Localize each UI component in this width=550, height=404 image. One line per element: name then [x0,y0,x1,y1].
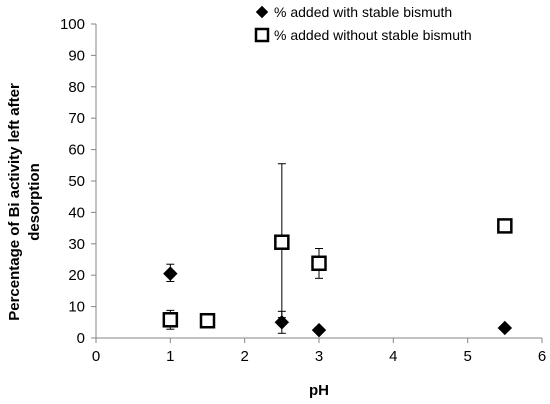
y-tick-label: 10 [68,299,85,316]
data-point-without-stable-bismuth [311,255,327,272]
y-tick-label: 20 [68,267,85,284]
data-point-without-stable-bismuth [199,312,216,329]
error-bars [166,163,509,334]
y-tick-label: 90 [68,47,85,64]
x-tick-label: 4 [389,348,397,365]
y-tick-label: 80 [68,79,85,96]
y-tick-label: 100 [60,16,85,33]
y-tick-label: 50 [68,173,85,190]
legend: % added with stable bismuth % added witho… [254,4,472,43]
data-point-with-stable-bismuth [311,322,327,338]
legend-label: % added with stable bismuth [274,4,452,20]
x-tick-label: 3 [315,348,323,365]
data-point-without-stable-bismuth [162,312,179,328]
y-tick-label: 60 [68,142,85,159]
y-tick-label: 0 [77,330,85,347]
legend-marker-square-icon [254,27,270,43]
y-axis-title-line-2: desorption [26,163,43,241]
data-markers [162,218,513,338]
data-point-with-stable-bismuth [274,315,290,330]
data-point-without-stable-bismuth [274,234,290,250]
data-point-with-stable-bismuth [163,266,178,281]
legend-marker-diamond-icon [255,5,269,19]
x-tick-label: 1 [166,348,174,365]
x-tick-label: 0 [92,348,100,365]
y-tick-label: 30 [68,236,85,253]
x-tick-label: 2 [240,348,248,365]
data-point-without-stable-bismuth [497,218,513,234]
axes [91,23,543,343]
y-tick-label: 70 [68,110,85,127]
y-axis-title-line-1: Percentage of Bi activity left after [6,83,23,321]
y-tick-label: 40 [68,204,85,221]
x-tick-label: 6 [538,348,546,365]
y-tick-labels: 0 10 20 30 40 50 60 70 80 90 100 [60,16,85,347]
data-point-with-stable-bismuth [497,320,513,336]
legend-label: % added without stable bismuth [274,27,472,43]
x-axis-title: pH [309,382,329,399]
x-tick-labels: 0 1 2 3 4 5 6 [92,348,546,365]
x-tick-label: 5 [463,348,471,365]
